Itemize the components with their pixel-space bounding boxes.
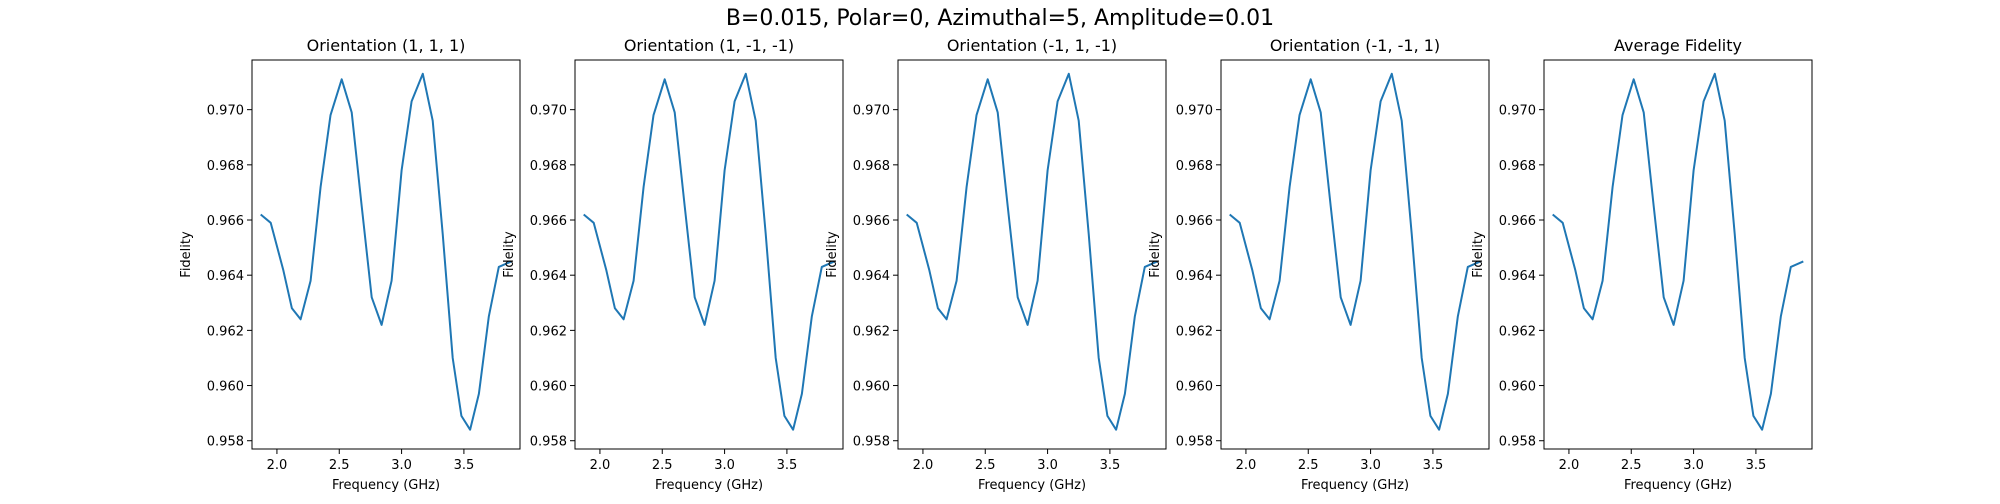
y-tick-label-5-6: 0.968 <box>1499 159 1536 174</box>
y-tick-label-1-1: 0.958 <box>207 435 244 450</box>
y-tick-label-3-4: 0.964 <box>853 269 890 284</box>
y-tick-label-1-5: 0.966 <box>207 214 244 229</box>
x-tick-label-4-2: 2.5 <box>1298 458 1319 473</box>
x-tick-label-5-3: 3.0 <box>1683 458 1704 473</box>
y-tick-label-1-2: 0.960 <box>207 380 244 395</box>
series-line-5-1 <box>1552 72 1804 431</box>
x-tick-label-2-3: 3.0 <box>714 458 735 473</box>
x-axis-label-4: Frequency (GHz) <box>1301 478 1409 493</box>
y-tick-label-2-6: 0.968 <box>530 159 567 174</box>
series-line-4-1 <box>1229 72 1481 431</box>
x-tick-label-1-2: 2.5 <box>329 458 350 473</box>
subplot-title-4: Orientation (-1, -1, 1) <box>1270 36 1440 55</box>
y-tick-label-4-4: 0.964 <box>1176 269 1213 284</box>
y-tick-label-2-7: 0.970 <box>530 104 567 119</box>
y-tick-label-3-3: 0.962 <box>853 324 890 339</box>
y-tick-label-2-1: 0.958 <box>530 435 567 450</box>
y-tick-label-4-7: 0.970 <box>1176 104 1213 119</box>
x-tick-label-2-1: 2.0 <box>590 458 611 473</box>
y-axis-label-1: Fidelity <box>179 231 194 278</box>
y-tick-label-2-2: 0.960 <box>530 380 567 395</box>
y-tick-label-4-6: 0.968 <box>1176 159 1213 174</box>
y-tick-label-1-3: 0.962 <box>207 324 244 339</box>
y-tick-label-2-5: 0.966 <box>530 214 567 229</box>
y-tick-label-4-5: 0.966 <box>1176 214 1213 229</box>
x-tick-label-1-1: 2.0 <box>267 458 288 473</box>
y-tick-label-3-7: 0.970 <box>853 104 890 119</box>
y-axis-label-4: Fidelity <box>1148 231 1163 278</box>
x-axis-label-5: Frequency (GHz) <box>1624 478 1732 493</box>
y-tick-label-2-4: 0.964 <box>530 269 567 284</box>
x-tick-label-1-3: 3.0 <box>391 458 412 473</box>
axes-frame-2 <box>574 59 844 450</box>
subplot-title-1: Orientation (1, 1, 1) <box>307 36 466 55</box>
axes-frame-5 <box>1543 59 1813 450</box>
y-tick-label-3-5: 0.966 <box>853 214 890 229</box>
x-axis-label-2: Frequency (GHz) <box>655 478 763 493</box>
x-axis-label-1: Frequency (GHz) <box>332 478 440 493</box>
x-tick-label-3-4: 3.5 <box>1100 458 1121 473</box>
y-axis-label-2: Fidelity <box>502 231 517 278</box>
series-line-2-1 <box>583 72 835 431</box>
x-tick-label-4-1: 2.0 <box>1236 458 1257 473</box>
x-tick-label-2-2: 2.5 <box>652 458 673 473</box>
x-axis-label-3: Frequency (GHz) <box>978 478 1086 493</box>
y-tick-label-3-6: 0.968 <box>853 159 890 174</box>
x-tick-label-3-2: 2.5 <box>975 458 996 473</box>
y-tick-label-5-3: 0.962 <box>1499 324 1536 339</box>
figure-title: B=0.015, Polar=0, Azimuthal=5, Amplitude… <box>725 6 1275 31</box>
subplot-title-5: Average Fidelity <box>1614 36 1742 55</box>
y-axis-label-3: Fidelity <box>825 231 840 278</box>
x-tick-label-3-3: 3.0 <box>1037 458 1058 473</box>
y-tick-label-5-7: 0.970 <box>1499 104 1536 119</box>
x-tick-label-5-1: 2.0 <box>1559 458 1580 473</box>
y-tick-label-3-1: 0.958 <box>853 435 890 450</box>
y-tick-label-1-7: 0.970 <box>207 104 244 119</box>
y-tick-label-4-3: 0.962 <box>1176 324 1213 339</box>
y-tick-label-5-2: 0.960 <box>1499 380 1536 395</box>
y-tick-label-1-6: 0.968 <box>207 159 244 174</box>
x-tick-label-1-4: 3.5 <box>454 458 475 473</box>
series-line-3-1 <box>906 72 1158 431</box>
x-tick-label-5-4: 3.5 <box>1746 458 1767 473</box>
y-tick-label-5-4: 0.964 <box>1499 269 1536 284</box>
y-tick-label-1-4: 0.964 <box>207 269 244 284</box>
y-tick-label-2-3: 0.962 <box>530 324 567 339</box>
y-tick-label-5-1: 0.958 <box>1499 435 1536 450</box>
axes-frame-3 <box>897 59 1167 450</box>
axes-frame-4 <box>1220 59 1490 450</box>
y-tick-label-4-1: 0.958 <box>1176 435 1213 450</box>
y-tick-label-4-2: 0.960 <box>1176 380 1213 395</box>
y-tick-label-5-5: 0.966 <box>1499 214 1536 229</box>
x-tick-label-3-1: 2.0 <box>913 458 934 473</box>
x-tick-label-2-4: 3.5 <box>777 458 798 473</box>
axes-frame-1 <box>251 59 521 450</box>
subplot-title-3: Orientation (-1, 1, -1) <box>947 36 1117 55</box>
x-tick-label-4-3: 3.0 <box>1360 458 1381 473</box>
x-tick-label-4-4: 3.5 <box>1423 458 1444 473</box>
y-tick-label-3-2: 0.960 <box>853 380 890 395</box>
y-axis-label-5: Fidelity <box>1471 231 1486 278</box>
x-tick-label-5-2: 2.5 <box>1621 458 1642 473</box>
subplot-title-2: Orientation (1, -1, -1) <box>624 36 794 55</box>
series-line-1-1 <box>260 72 512 431</box>
